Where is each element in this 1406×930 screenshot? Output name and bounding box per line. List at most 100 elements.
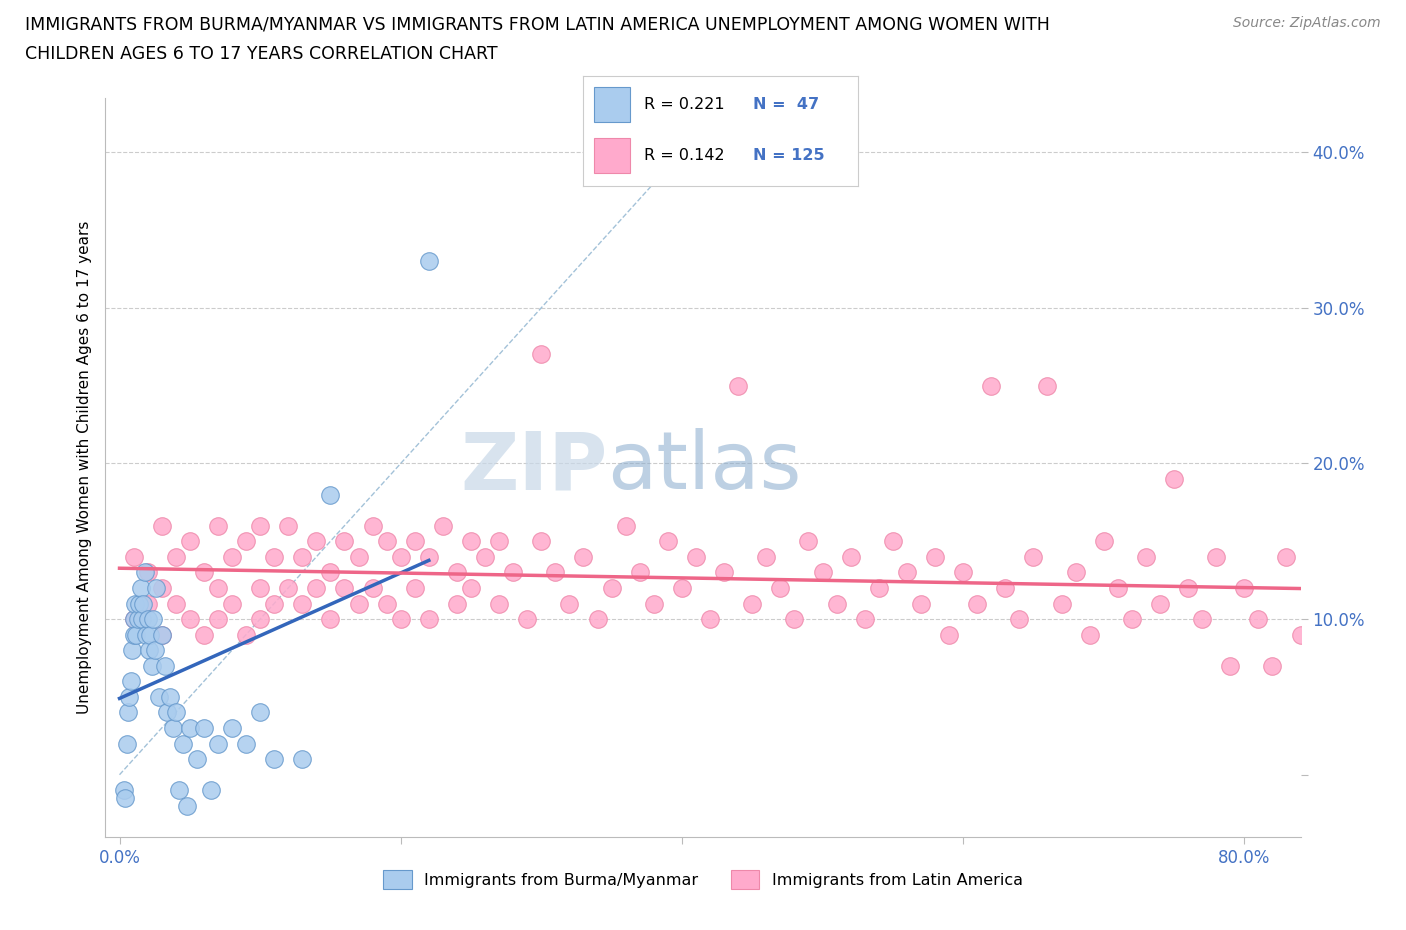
Point <box>910 596 932 611</box>
Point <box>291 751 314 766</box>
Y-axis label: Unemployment Among Women with Children Ages 6 to 17 years: Unemployment Among Women with Children A… <box>76 220 91 714</box>
Point <box>1205 550 1227 565</box>
Point <box>319 487 342 502</box>
Point <box>657 534 679 549</box>
Point <box>138 643 160 658</box>
Point <box>136 596 159 611</box>
Point <box>389 550 412 565</box>
Point <box>221 596 243 611</box>
Point <box>1219 658 1241 673</box>
Point <box>143 643 166 658</box>
Point <box>643 596 665 611</box>
Point <box>249 612 271 627</box>
Point <box>896 565 918 579</box>
Point <box>291 550 314 565</box>
Point <box>741 596 763 611</box>
Point <box>980 379 1002 393</box>
Text: R = 0.142: R = 0.142 <box>644 148 724 163</box>
Point <box>305 580 328 595</box>
Point <box>118 689 141 704</box>
Point <box>1135 550 1157 565</box>
Point <box>134 565 156 579</box>
Point <box>127 612 149 627</box>
Point <box>263 596 285 611</box>
Point <box>117 705 139 720</box>
Bar <box>595 87 630 123</box>
Bar <box>595 138 630 173</box>
Point <box>882 534 904 549</box>
Point <box>375 596 398 611</box>
Point <box>135 627 157 642</box>
Point <box>179 612 201 627</box>
Point <box>361 580 384 595</box>
Point <box>1331 612 1354 627</box>
Point <box>139 627 162 642</box>
Point <box>404 580 426 595</box>
Text: ZIP: ZIP <box>460 429 607 506</box>
Point <box>120 674 142 689</box>
Point <box>165 550 187 565</box>
Point <box>1022 550 1045 565</box>
Point <box>460 534 482 549</box>
Text: IMMIGRANTS FROM BURMA/MYANMAR VS IMMIGRANTS FROM LATIN AMERICA UNEMPLOYMENT AMON: IMMIGRANTS FROM BURMA/MYANMAR VS IMMIGRA… <box>25 16 1050 33</box>
Point <box>125 627 148 642</box>
Point <box>131 612 153 627</box>
Point <box>1374 627 1396 642</box>
Point <box>460 580 482 595</box>
Point <box>1317 658 1340 673</box>
Point <box>207 612 229 627</box>
Point <box>558 596 581 611</box>
Point <box>389 612 412 627</box>
Point <box>600 580 623 595</box>
Point <box>530 534 553 549</box>
Point <box>375 534 398 549</box>
Point <box>122 627 145 642</box>
Point <box>305 534 328 549</box>
Point <box>122 550 145 565</box>
Point <box>207 737 229 751</box>
Legend: Immigrants from Burma/Myanmar, Immigrants from Latin America: Immigrants from Burma/Myanmar, Immigrant… <box>377 863 1029 896</box>
Point <box>1064 565 1087 579</box>
Point <box>474 550 496 565</box>
Point <box>148 689 170 704</box>
Point <box>150 518 173 533</box>
Point <box>853 612 876 627</box>
Point <box>347 550 370 565</box>
Point <box>122 612 145 627</box>
Point <box>1275 550 1298 565</box>
Point <box>488 596 510 611</box>
Point <box>172 737 194 751</box>
Point <box>319 612 342 627</box>
Point <box>319 565 342 579</box>
Point <box>1289 627 1312 642</box>
Point <box>418 254 440 269</box>
Point <box>755 550 778 565</box>
Point <box>193 565 215 579</box>
Point <box>186 751 208 766</box>
Point <box>153 658 176 673</box>
Point <box>122 612 145 627</box>
Point <box>361 518 384 533</box>
Point <box>132 596 155 611</box>
Point <box>142 612 165 627</box>
Point <box>165 705 187 720</box>
Point <box>1346 550 1368 565</box>
Point <box>333 580 356 595</box>
Point <box>249 580 271 595</box>
Point <box>924 550 946 565</box>
Point <box>572 550 595 565</box>
Point <box>825 596 848 611</box>
Point <box>614 518 637 533</box>
Point <box>200 783 222 798</box>
Point <box>516 612 538 627</box>
Point <box>418 550 440 565</box>
Point <box>994 580 1017 595</box>
Point <box>1078 627 1101 642</box>
Point <box>207 518 229 533</box>
Text: CHILDREN AGES 6 TO 17 YEARS CORRELATION CHART: CHILDREN AGES 6 TO 17 YEARS CORRELATION … <box>25 45 498 62</box>
Point <box>115 737 138 751</box>
Point <box>1233 580 1256 595</box>
Point <box>586 612 609 627</box>
Point <box>1388 580 1406 595</box>
Point <box>530 347 553 362</box>
